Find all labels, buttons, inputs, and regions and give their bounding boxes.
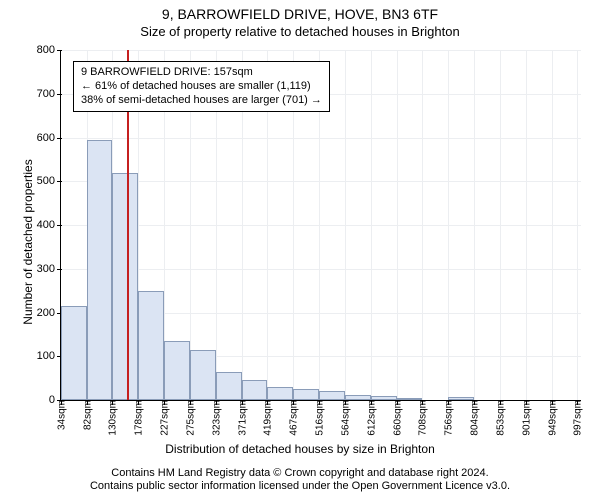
histogram-bar	[87, 140, 113, 400]
histogram-bar	[242, 380, 268, 400]
x-tick-label: 130sqm	[106, 400, 119, 436]
chart-title-sub: Size of property relative to detached ho…	[0, 24, 600, 39]
gridline-v	[448, 50, 449, 400]
histogram-bar	[112, 173, 138, 401]
histogram-bar	[138, 291, 164, 400]
gridline-v	[526, 50, 527, 400]
annotation-line-1: 9 BARROWFIELD DRIVE: 157sqm	[81, 66, 322, 80]
histogram-bar	[293, 389, 319, 400]
y-tick-label: 100	[37, 350, 61, 362]
histogram-bar	[397, 398, 423, 400]
x-tick-label: 756sqm	[442, 400, 455, 436]
y-tick-label: 300	[37, 263, 61, 275]
histogram-bar	[164, 341, 190, 400]
annotation-line-3: 38% of semi-detached houses are larger (…	[81, 94, 322, 108]
histogram-bar	[345, 395, 371, 400]
annotation-line-2: ← 61% of detached houses are smaller (1,…	[81, 80, 322, 94]
x-tick-label: 178sqm	[132, 400, 145, 436]
x-tick-label: 371sqm	[235, 400, 248, 436]
x-tick-label: 708sqm	[416, 400, 429, 436]
histogram-bar	[61, 306, 87, 400]
x-tick-label: 901sqm	[519, 400, 532, 436]
x-tick-label: 419sqm	[261, 400, 274, 436]
x-tick-label: 612sqm	[364, 400, 377, 436]
y-tick-label: 500	[37, 175, 61, 187]
x-tick-label: 949sqm	[545, 400, 558, 436]
gridline-v	[397, 50, 398, 400]
histogram-bar	[267, 387, 293, 400]
gridline-v	[552, 50, 553, 400]
x-tick-label: 516sqm	[313, 400, 326, 436]
annotation-box: 9 BARROWFIELD DRIVE: 157sqm ← 61% of det…	[73, 61, 330, 112]
histogram-bar	[448, 397, 474, 401]
histogram-bar	[216, 372, 242, 400]
attribution-text: Contains HM Land Registry data © Crown c…	[0, 467, 600, 495]
histogram-bar	[371, 396, 397, 400]
y-tick-label: 700	[37, 88, 61, 100]
gridline-v	[577, 50, 578, 400]
x-tick-label: 323sqm	[209, 400, 222, 436]
x-axis-label: Distribution of detached houses by size …	[0, 442, 600, 456]
histogram-bar	[190, 350, 216, 400]
x-tick-label: 227sqm	[158, 400, 171, 436]
x-tick-label: 34sqm	[55, 400, 68, 430]
y-tick-label: 600	[37, 132, 61, 144]
y-tick-label: 200	[37, 307, 61, 319]
gridline-v	[345, 50, 346, 400]
attribution-line-2: Contains public sector information licen…	[0, 480, 600, 494]
attribution-line-1: Contains HM Land Registry data © Crown c…	[0, 467, 600, 481]
x-tick-label: 82sqm	[80, 400, 93, 430]
x-tick-label: 997sqm	[571, 400, 584, 436]
gridline-v	[500, 50, 501, 400]
y-tick-label: 800	[37, 44, 61, 56]
x-tick-label: 804sqm	[467, 400, 480, 436]
x-tick-label: 660sqm	[390, 400, 403, 436]
x-tick-label: 467sqm	[287, 400, 300, 436]
y-tick-label: 400	[37, 219, 61, 231]
gridline-v	[474, 50, 475, 400]
histogram-bar	[319, 391, 345, 400]
x-tick-label: 275sqm	[184, 400, 197, 436]
x-tick-label: 853sqm	[494, 400, 507, 436]
y-axis-label: Number of detached properties	[21, 132, 35, 352]
chart-title-main: 9, BARROWFIELD DRIVE, HOVE, BN3 6TF	[0, 6, 600, 22]
x-tick-label: 564sqm	[339, 400, 352, 436]
gridline-v	[422, 50, 423, 400]
gridline-v	[371, 50, 372, 400]
